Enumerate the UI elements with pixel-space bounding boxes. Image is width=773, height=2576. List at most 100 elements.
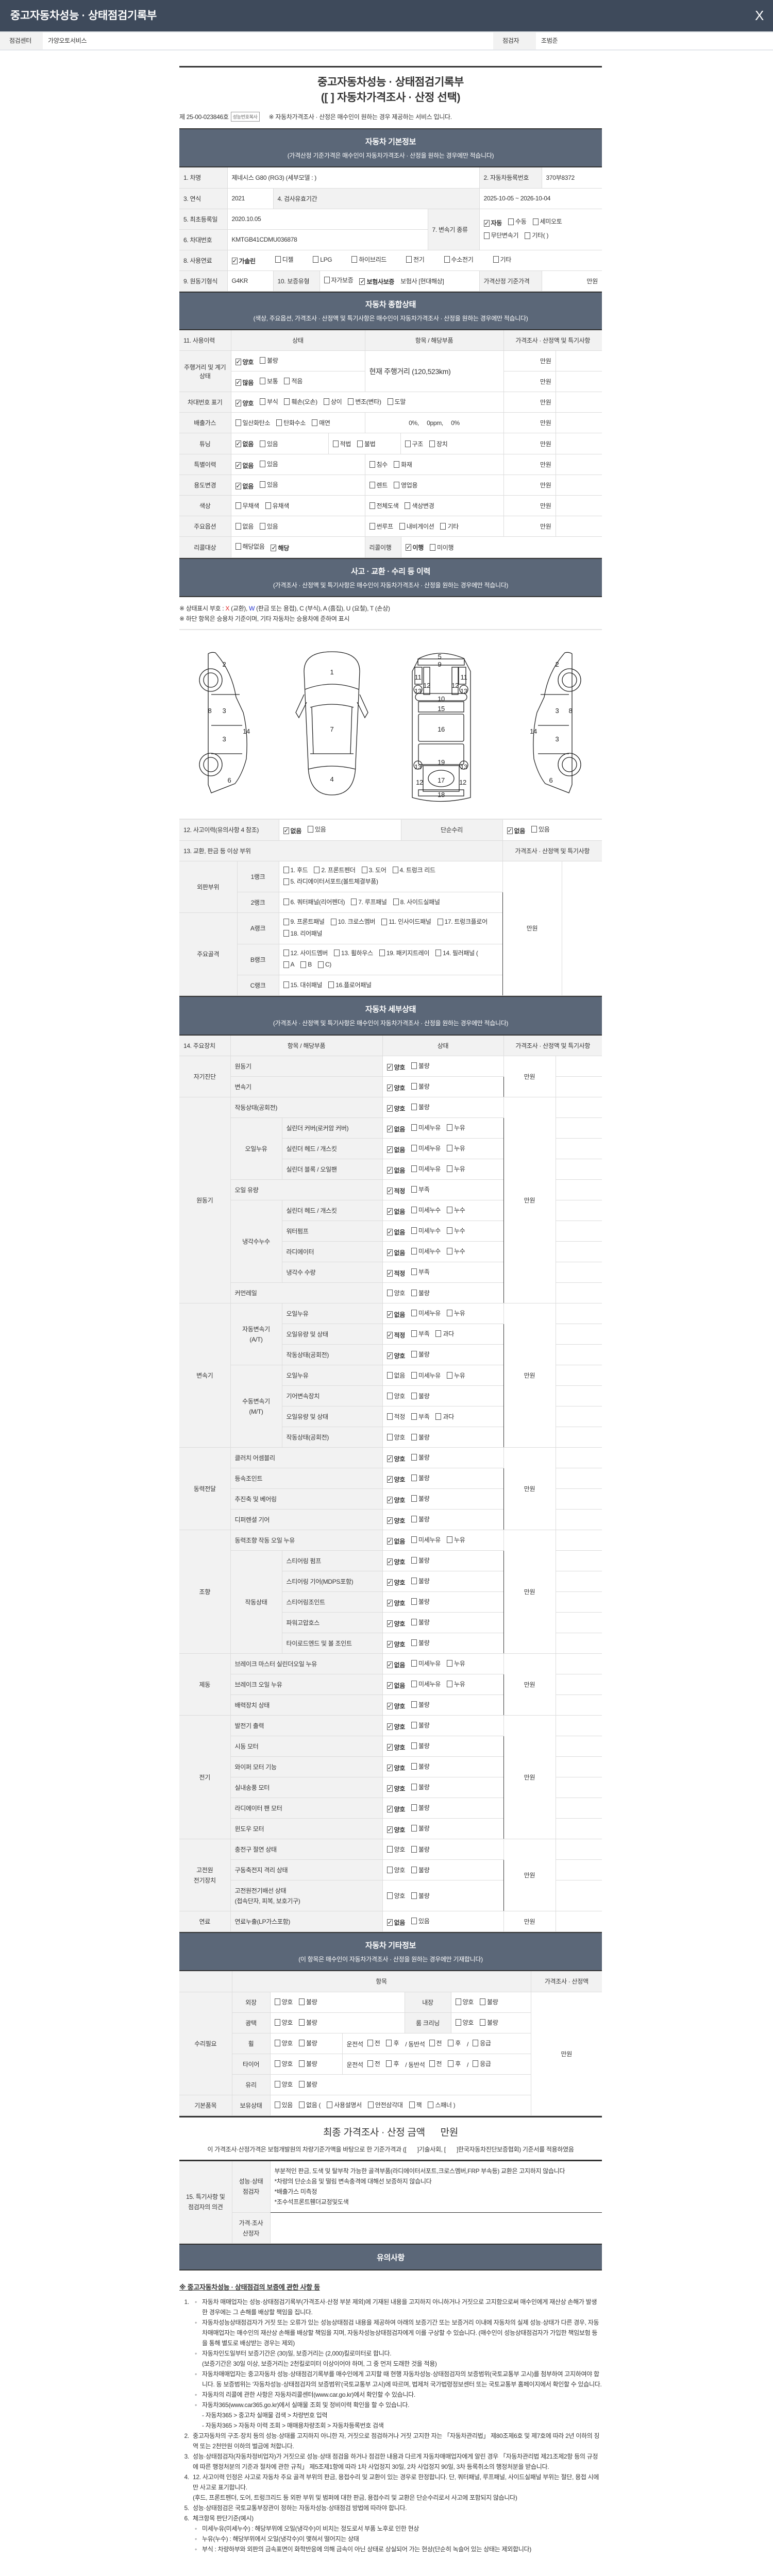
price-note[interactable]	[555, 1262, 602, 1283]
checkbox-option[interactable]: 후	[386, 2039, 399, 2047]
checkbox-empty-icon[interactable]	[283, 981, 289, 988]
checkbox-checked-icon[interactable]: ✓	[405, 543, 411, 551]
price-note[interactable]	[555, 1076, 602, 1097]
checkbox-empty-icon[interactable]	[444, 256, 450, 263]
checkbox-option[interactable]: 불량	[411, 1866, 430, 1874]
price-unit[interactable]: 만원	[503, 474, 556, 496]
checkbox-option[interactable]: 응급	[473, 2059, 491, 2068]
checkbox-option[interactable]: 잭	[409, 2100, 422, 2109]
checkbox-option[interactable]: 불량	[298, 2039, 317, 2047]
checkbox-option[interactable]: 침수	[369, 460, 388, 469]
checkbox-option[interactable]: ✓ 양호	[386, 1805, 405, 1814]
checkbox-option[interactable]: 렌트	[369, 481, 388, 489]
checkbox-empty-icon[interactable]	[381, 918, 388, 925]
checkbox-option[interactable]: 19. 패키지트레이	[379, 948, 429, 958]
checkbox-option[interactable]: 사용설명서	[327, 2100, 362, 2109]
checkbox-empty-icon[interactable]	[283, 961, 289, 968]
checkbox-checked-icon[interactable]: ✓	[386, 1619, 393, 1627]
checkbox-option[interactable]: 기타	[493, 255, 511, 264]
checkbox-empty-icon[interactable]	[300, 961, 307, 968]
checkbox-checked-icon[interactable]: ✓	[483, 219, 490, 227]
checkbox-option[interactable]: 불량	[411, 1803, 430, 1812]
checkbox-empty-icon[interactable]	[411, 1227, 417, 1234]
checkbox-option[interactable]: 후	[448, 2039, 461, 2047]
checkbox-empty-icon[interactable]	[283, 899, 289, 905]
checkbox-option[interactable]: 있음	[531, 825, 550, 834]
checkbox-option[interactable]: 미세누유	[411, 1659, 441, 1668]
checkbox-empty-icon[interactable]	[334, 950, 340, 956]
checkbox-empty-icon[interactable]	[274, 2081, 280, 2088]
checkbox-option[interactable]: 누유	[446, 1123, 465, 1132]
checkbox-empty-icon[interactable]	[298, 2040, 305, 2046]
checkbox-empty-icon[interactable]	[411, 1206, 417, 1213]
price-unit[interactable]: 만원	[503, 1653, 556, 1716]
checkbox-empty-icon[interactable]	[411, 1185, 417, 1193]
checkbox-empty-icon[interactable]	[411, 1577, 417, 1584]
checkbox-empty-icon[interactable]	[357, 440, 363, 447]
checkbox-option[interactable]: 양호	[274, 2039, 293, 2047]
checkbox-empty-icon[interactable]	[448, 2039, 454, 2046]
checkbox-option[interactable]: 누유	[446, 1659, 465, 1668]
checkbox-empty-icon[interactable]	[531, 825, 537, 833]
checkbox-empty-icon[interactable]	[265, 502, 271, 509]
checkbox-option[interactable]: 양호	[455, 2018, 474, 2027]
price-note[interactable]	[555, 1612, 602, 1633]
price-note[interactable]	[555, 1674, 602, 1695]
checkbox-empty-icon[interactable]	[428, 2102, 434, 2108]
checkbox-option[interactable]: 디젤	[275, 255, 294, 264]
checkbox-option[interactable]: 불량	[298, 1997, 317, 2006]
checkbox-option[interactable]: 불량	[411, 1289, 430, 1297]
checkbox-empty-icon[interactable]	[455, 2019, 461, 2026]
checkbox-empty-icon[interactable]	[351, 256, 358, 263]
checkbox-option[interactable]: ✓ 없음	[386, 1248, 405, 1257]
checkbox-empty-icon[interactable]	[274, 2060, 280, 2067]
checkbox-empty-icon[interactable]	[298, 1998, 305, 2005]
checkbox-empty-icon[interactable]	[332, 440, 339, 447]
checkbox-option[interactable]: 있음	[259, 522, 278, 531]
price-note[interactable]	[561, 860, 602, 996]
checkbox-checked-icon[interactable]: ✓	[235, 439, 241, 447]
checkbox-option[interactable]: 양호	[386, 1866, 405, 1874]
checkbox-option[interactable]: ✓ 많음	[235, 378, 254, 387]
checkbox-option[interactable]: ✓ 양호	[235, 358, 254, 366]
price-note[interactable]	[555, 1221, 602, 1242]
checkbox-empty-icon[interactable]	[411, 1124, 417, 1131]
price-unit[interactable]: 만원	[503, 350, 556, 371]
checkbox-option[interactable]: 보통	[259, 377, 278, 385]
checkbox-empty-icon[interactable]	[405, 440, 411, 447]
checkbox-checked-icon[interactable]: ✓	[386, 1207, 393, 1215]
checkbox-empty-icon[interactable]	[259, 481, 265, 488]
price-note[interactable]	[555, 1138, 602, 1159]
price-note[interactable]	[555, 1303, 602, 1324]
price-note[interactable]	[555, 1406, 602, 1427]
price-note[interactable]	[555, 454, 602, 475]
checkbox-option[interactable]: 훼손(오손)	[284, 397, 317, 406]
checkbox-option[interactable]: 10. 크로스멤버	[330, 917, 375, 927]
checkbox-option[interactable]: 장치	[429, 439, 448, 448]
checkbox-checked-icon[interactable]: ✓	[386, 1805, 393, 1812]
checkbox-checked-icon[interactable]: ✓	[386, 1743, 393, 1751]
price-note[interactable]	[555, 350, 602, 371]
checkbox-empty-icon[interactable]	[446, 1206, 452, 1213]
checkbox-empty-icon[interactable]	[483, 232, 490, 239]
checkbox-empty-icon[interactable]	[440, 522, 446, 530]
checkbox-option[interactable]: 불량	[259, 356, 278, 365]
checkbox-option[interactable]: 누수	[446, 1226, 465, 1235]
checkbox-option[interactable]: ✓ 양호	[235, 399, 254, 408]
checkbox-option[interactable]: ✓ 없음	[507, 826, 525, 835]
checkbox-empty-icon[interactable]	[525, 232, 531, 239]
checkbox-empty-icon[interactable]	[386, 1892, 393, 1899]
checkbox-option[interactable]: 수소전기	[444, 255, 474, 264]
checkbox-empty-icon[interactable]	[446, 1227, 452, 1234]
checkbox-checked-icon[interactable]: ✓	[386, 1248, 393, 1256]
checkbox-empty-icon[interactable]	[411, 1433, 417, 1440]
checkbox-empty-icon[interactable]	[283, 918, 289, 925]
checkbox-option[interactable]: 없음	[386, 1371, 405, 1380]
checkbox-empty-icon[interactable]	[369, 502, 375, 509]
checkbox-option[interactable]: 과다	[435, 1329, 454, 1338]
checkbox-option[interactable]: 있음	[274, 2100, 293, 2109]
checkbox-option[interactable]: 불법	[357, 439, 376, 448]
checkbox-empty-icon[interactable]	[411, 1144, 417, 1151]
checkbox-option[interactable]: 적법	[332, 439, 351, 448]
checkbox-checked-icon[interactable]: ✓	[386, 1599, 393, 1606]
